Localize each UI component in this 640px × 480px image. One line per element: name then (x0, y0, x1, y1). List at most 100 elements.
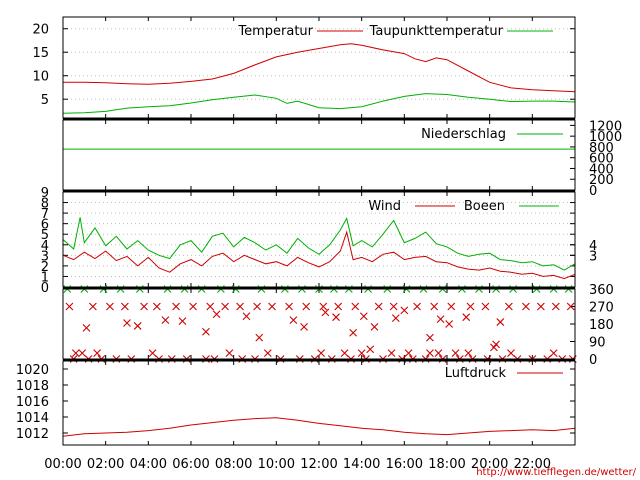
legend-label: Boeen (464, 199, 505, 214)
direction-marker (253, 302, 262, 311)
y-tick-label-left: 9 (41, 186, 49, 201)
direction-marker (404, 349, 413, 358)
direction-marker (426, 349, 434, 358)
direction-marker (289, 316, 298, 324)
direction-marker (263, 349, 272, 358)
direction-marker (189, 302, 198, 311)
x-tick-label: 20:00 (471, 457, 508, 472)
direction-marker (430, 302, 439, 311)
y-tick-label-left: 4 (41, 239, 49, 254)
direction-marker (255, 333, 264, 342)
x-tick-label: 02:00 (87, 457, 124, 472)
direction-marker (65, 302, 74, 311)
direction-marker (374, 302, 383, 311)
direction-marker (400, 306, 409, 315)
direction-marker (387, 349, 396, 358)
direction-marker (268, 302, 276, 311)
direction-marker (522, 302, 530, 311)
x-tick-label: 14:00 (343, 457, 380, 472)
direction-marker (334, 302, 343, 311)
y-tick-label-right: 1000 (589, 130, 622, 145)
direction-marker (178, 317, 187, 325)
direction-marker (536, 302, 545, 311)
direction-marker (221, 302, 230, 311)
direction-marker (566, 302, 575, 311)
direction-marker (319, 302, 328, 311)
direction-marker (551, 302, 560, 311)
direction-marker (366, 345, 375, 354)
series-line (62, 417, 576, 437)
y-tick-label-left: 1 (41, 270, 49, 285)
legend-label: Wind (368, 199, 401, 214)
direction-marker (389, 302, 398, 311)
direction-marker (302, 302, 311, 311)
direction-marker (78, 349, 87, 358)
direction-marker (451, 349, 460, 358)
direction-marker (242, 312, 251, 321)
x-tick-label: 04:00 (130, 457, 167, 472)
y-tick-label-left: 15 (32, 46, 49, 61)
direction-marker (332, 313, 340, 322)
y-tick-label-left: 1016 (16, 395, 49, 410)
direction-marker (93, 349, 102, 358)
direction-marker (123, 319, 131, 327)
y-tick-label-left: 6 (41, 218, 49, 233)
y-tick-label-right: 1200 (589, 119, 622, 134)
direction-marker (496, 318, 505, 326)
direction-marker (300, 323, 308, 331)
direction-marker (507, 349, 515, 358)
y-tick-label-right: 90 (589, 336, 606, 351)
direction-marker (391, 314, 400, 323)
legend-label: Luftdruck (445, 366, 507, 381)
direction-marker (202, 327, 210, 336)
legend-label: Niederschlag (421, 127, 506, 142)
direction-marker (481, 302, 490, 311)
direction-marker (351, 302, 360, 311)
direction-marker (120, 302, 129, 311)
y-tick-label-left: 10 (32, 70, 49, 85)
direction-marker (172, 302, 180, 311)
direction-marker (133, 322, 142, 330)
y-tick-label-right: 360 (589, 283, 614, 298)
y-tick-label-right: 200 (589, 173, 614, 188)
series-line (62, 217, 576, 271)
direction-marker (152, 302, 161, 311)
direction-marker (206, 302, 215, 311)
series-line (63, 43, 576, 93)
direction-marker (504, 302, 513, 311)
x-tick-label: 18:00 (428, 457, 465, 472)
y-tick-label-right: 800 (589, 141, 614, 156)
direction-marker (140, 302, 148, 311)
y-tick-label-left: 1012 (16, 427, 49, 442)
y-tick-label-right: 270 (589, 301, 614, 316)
direction-marker (492, 340, 500, 349)
direction-marker (464, 349, 473, 358)
direction-marker (357, 349, 366, 358)
legend-label: Temperatur (237, 24, 313, 39)
direction-marker (436, 315, 445, 324)
direction-marker (285, 302, 294, 311)
y-tick-label-left: 8 (41, 197, 49, 212)
direction-marker (106, 302, 114, 311)
direction-marker (161, 316, 170, 324)
y-tick-label-left: 7 (41, 207, 49, 222)
direction-marker (413, 302, 422, 311)
x-tick-label: 12:00 (300, 457, 337, 472)
direction-marker (359, 312, 368, 321)
direction-marker (445, 320, 454, 328)
y-tick-label-left: 0 (41, 281, 49, 296)
x-tick-label: 16:00 (386, 457, 423, 472)
y-tick-label-right: 0 (589, 184, 597, 199)
direction-marker (349, 328, 358, 337)
y-tick-label-left: 3 (41, 249, 49, 264)
direction-marker (148, 349, 157, 358)
y-tick-label-left: 2 (41, 260, 49, 275)
y-tick-label-left: 20 (32, 23, 49, 38)
direction-marker (236, 302, 244, 311)
direction-marker (317, 349, 326, 358)
x-tick-label: 08:00 (215, 457, 252, 472)
series-line (62, 93, 576, 114)
y-tick-label-left: 5 (41, 93, 49, 108)
direction-marker (321, 308, 330, 317)
